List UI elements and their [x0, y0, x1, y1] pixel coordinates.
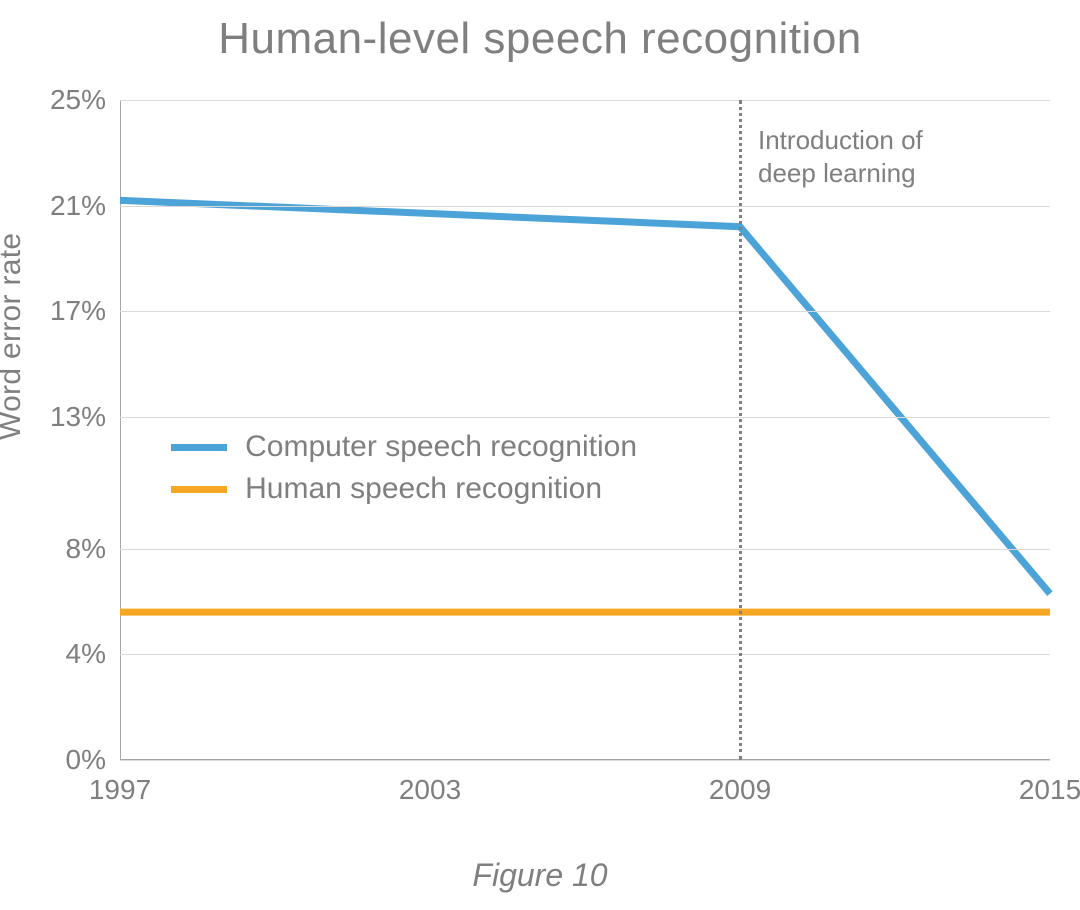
legend-swatch	[171, 444, 227, 451]
gridline	[120, 654, 1050, 655]
y-tick-label: 0%	[66, 744, 106, 776]
legend-label: Computer speech recognition	[245, 430, 637, 464]
y-tick-label: 13%	[50, 401, 106, 433]
x-tick-label: 2003	[399, 774, 461, 806]
plot-area: 0%4%8%13%17%21%25%1997200320092015Introd…	[120, 100, 1050, 760]
x-tick-label: 1997	[89, 774, 151, 806]
gridline	[120, 549, 1050, 550]
annotation-text: Introduction ofdeep learning	[758, 124, 923, 189]
legend-item: Computer speech recognition	[171, 430, 637, 464]
legend-swatch	[171, 486, 227, 493]
y-tick-label: 21%	[50, 190, 106, 222]
gridline	[120, 100, 1050, 101]
legend-label: Human speech recognition	[245, 472, 602, 506]
gridline	[120, 417, 1050, 418]
gridline	[120, 206, 1050, 207]
y-axis-label: Word error rate	[0, 233, 28, 440]
x-tick-label: 2015	[1019, 774, 1080, 806]
chart-title: Human-level speech recognition	[0, 14, 1080, 64]
y-tick-label: 17%	[50, 295, 106, 327]
y-tick-label: 4%	[66, 638, 106, 670]
y-tick-label: 8%	[66, 533, 106, 565]
legend: Computer speech recognition Human speech …	[171, 430, 637, 514]
figure-caption: Figure 10	[0, 857, 1080, 894]
x-tick-label: 2009	[709, 774, 771, 806]
series-line-computer	[120, 200, 1050, 593]
annotation-line	[739, 100, 742, 760]
gridline	[120, 760, 1050, 761]
chart-container: Human-level speech recognition Word erro…	[0, 0, 1080, 910]
y-tick-label: 25%	[50, 84, 106, 116]
gridline	[120, 311, 1050, 312]
legend-item: Human speech recognition	[171, 472, 637, 506]
